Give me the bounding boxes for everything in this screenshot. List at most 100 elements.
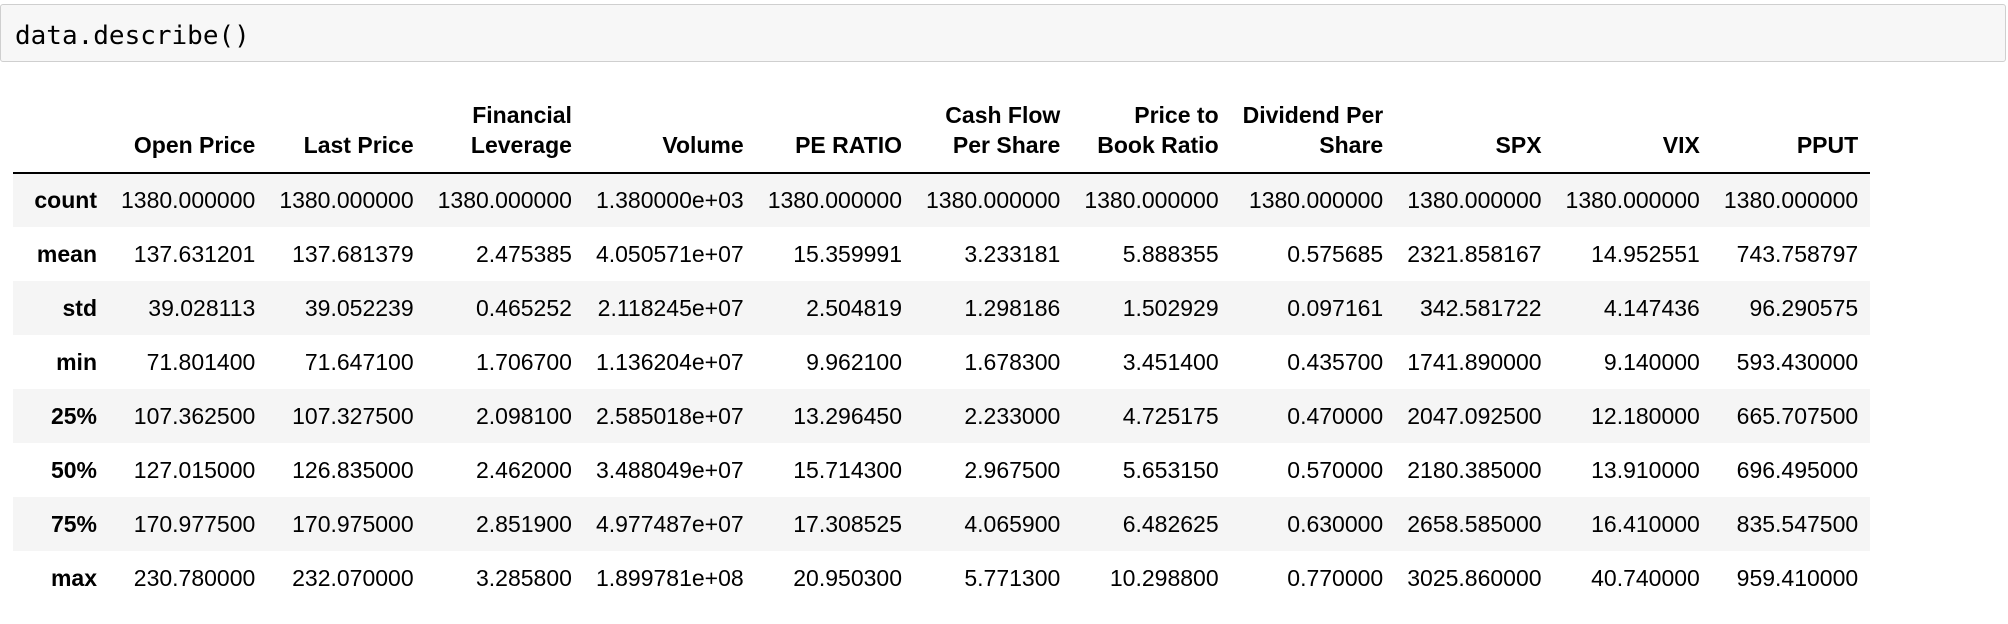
- table-cell: 1.136204e+07: [595, 348, 744, 375]
- table-cell: 4.725175: [1122, 402, 1219, 429]
- table-cell: 2.462000: [476, 456, 572, 483]
- table-cell: 2047.092500: [1407, 402, 1542, 429]
- table-cell: 2.851900: [476, 510, 572, 537]
- row-label: std: [62, 294, 98, 321]
- describe-table: Open Price Last Price Financial Leverage Vol…: [13, 100, 1871, 605]
- table-header: Open Price Last Price Financial Leverage Vol…: [13, 100, 1871, 173]
- table-cell: 3025.860000: [1407, 564, 1542, 591]
- column-header: SPX: [1495, 132, 1542, 158]
- table-cell: 9.962100: [806, 348, 902, 375]
- table-cell: 96.290575: [1749, 294, 1859, 321]
- table-cell: 3.451400: [1122, 348, 1219, 375]
- table-cell: 1741.890000: [1407, 348, 1542, 375]
- table-cell: 16.410000: [1591, 510, 1700, 537]
- table-cell: 835.547500: [1736, 510, 1859, 537]
- table-cell: 170.975000: [292, 510, 414, 537]
- row-label: min: [56, 348, 97, 375]
- table-cell: 2321.858167: [1407, 240, 1542, 267]
- table-cell: 230.780000: [133, 564, 256, 591]
- table-cell: 1380.000000: [1248, 187, 1384, 213]
- table-cell: 1.502929: [1122, 294, 1219, 321]
- table-cell: 696.495000: [1736, 456, 1859, 483]
- table-cell: 1380.000000: [121, 187, 256, 213]
- row-label: 50%: [50, 456, 97, 483]
- column-header: PPUT: [1796, 132, 1859, 158]
- table-cell: 0.575685: [1287, 240, 1384, 267]
- table-cell: 0.630000: [1287, 510, 1384, 537]
- table-row: min 71.801400 71.647100 1.706700 1.136204e+0…: [13, 335, 1870, 389]
- table-cell: 5.653150: [1122, 456, 1219, 483]
- table-row: max 230.780000 232.070000 3.285800 1.899781e…: [13, 551, 1870, 605]
- row-label: mean: [36, 240, 97, 267]
- table-cell: 743.758797: [1736, 240, 1859, 267]
- index-header: [13, 100, 109, 173]
- code-input-cell[interactable]: data.describe(): [0, 4, 2006, 62]
- table-cell: 6.482625: [1122, 510, 1219, 537]
- table-cell: 2.504819: [806, 294, 902, 321]
- table-cell: 0.570000: [1287, 456, 1384, 483]
- output-area: Open Price Last Price Financial Leverage Vol…: [13, 100, 1871, 605]
- table-body: count 1380.000000 1380.000000 1380.000000 1.…: [13, 173, 1871, 605]
- table-cell: 0.770000: [1287, 564, 1384, 591]
- table-cell: 1380.000000: [437, 187, 572, 213]
- table-row: count 1380.000000 1380.000000 1380.000000 1.…: [13, 173, 1871, 227]
- table-cell: 3.233181: [964, 240, 1061, 267]
- code-text: data.describe(): [15, 21, 250, 51]
- table-cell: 12.180000: [1591, 402, 1700, 429]
- table-cell: 10.298800: [1109, 564, 1219, 591]
- table-cell: 13.296450: [793, 402, 902, 429]
- table-cell: 71.647100: [304, 348, 414, 375]
- table-cell: 40.740000: [1591, 564, 1700, 591]
- table-cell: 0.097161: [1287, 294, 1384, 321]
- table-cell: 4.147436: [1603, 294, 1700, 321]
- row-label: max: [50, 564, 97, 591]
- table-cell: 4.977487e+07: [595, 510, 744, 537]
- table-cell: 1.706700: [476, 348, 572, 375]
- table-cell: 1380.000000: [767, 187, 902, 213]
- table-cell: 2.585018e+07: [595, 402, 744, 429]
- table-cell: 342.581722: [1420, 294, 1542, 321]
- table-cell: 5.771300: [964, 564, 1061, 591]
- row-label: count: [34, 187, 97, 213]
- table-cell: 2180.385000: [1407, 456, 1542, 483]
- column-header: VIX: [1662, 132, 1700, 158]
- table-cell: 1380.000000: [1407, 187, 1542, 213]
- column-header: Last Price: [303, 132, 414, 158]
- table-cell: 593.430000: [1736, 348, 1859, 375]
- table-cell: 1.298186: [964, 294, 1061, 321]
- table-cell: 39.052239: [304, 294, 414, 321]
- table-cell: 3.285800: [476, 564, 572, 591]
- table-cell: 1.380000e+03: [595, 187, 744, 213]
- table-cell: 20.950300: [793, 564, 902, 591]
- table-cell: 2.233000: [964, 402, 1061, 429]
- table-cell: 15.714300: [793, 456, 902, 483]
- table-cell: 1380.000000: [1084, 187, 1219, 213]
- row-label: 75%: [50, 510, 97, 537]
- table-cell: 1380.000000: [279, 187, 414, 213]
- table-cell: 126.835000: [292, 456, 414, 483]
- table-cell: 232.070000: [292, 564, 414, 591]
- table-cell: 14.952551: [1591, 240, 1700, 267]
- table-cell: 15.359991: [793, 240, 902, 267]
- column-header: PE RATIO: [795, 132, 902, 158]
- column-header: Open Price: [133, 132, 256, 158]
- table-row: mean 137.631201 137.681379 2.475385 4.050571…: [13, 227, 1870, 281]
- table-cell: 107.327500: [292, 402, 414, 429]
- table-row: 25% 107.362500 107.327500 2.098100 2.585018e…: [13, 389, 1871, 443]
- table-cell: 137.681379: [292, 240, 414, 267]
- table-cell: 1380.000000: [1565, 187, 1700, 213]
- table-cell: 0.470000: [1287, 402, 1384, 429]
- table-cell: 170.977500: [133, 510, 256, 537]
- table-cell: 71.801400: [146, 348, 256, 375]
- table-cell: 2658.585000: [1407, 510, 1542, 537]
- table-cell: 17.308525: [793, 510, 902, 537]
- table-cell: 3.488049e+07: [595, 456, 744, 483]
- table-cell: 1380.000000: [1723, 187, 1859, 213]
- column-header: Price to Book Ratio: [1097, 102, 1219, 158]
- row-label: 25%: [50, 402, 97, 429]
- table-cell: 2.475385: [476, 240, 572, 267]
- table-cell: 1.678300: [964, 348, 1061, 375]
- table-row: 75% 170.977500 170.975000 2.851900 4.977487e…: [13, 497, 1871, 551]
- table-cell: 0.435700: [1287, 348, 1384, 375]
- table-cell: 4.050571e+07: [595, 240, 744, 267]
